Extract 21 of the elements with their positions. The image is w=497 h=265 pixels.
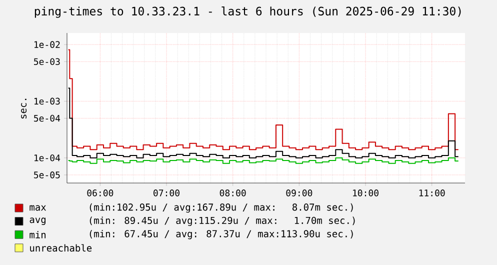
y-tick-label: 1e-02 bbox=[34, 41, 60, 48]
x-tick-label: 11:00 bbox=[419, 190, 445, 196]
legend-label: avg bbox=[30, 218, 46, 225]
y-tick-label: 1e-03 bbox=[34, 98, 60, 105]
y-tick-label: 1e-04 bbox=[34, 154, 60, 162]
x-tick-label: 06:00 bbox=[87, 190, 114, 196]
text: (min: 89.45u / avg:115.29u / max: 1.70m sec.) bbox=[90, 216, 355, 226]
y-tick-label: 5e-03 bbox=[34, 58, 60, 66]
y-axis-title: sec. bbox=[21, 98, 27, 118]
text: (min: 67.45u / avg: 87.37u / max:113.90u sec.) bbox=[90, 230, 353, 240]
x-tick-label: 07:00 bbox=[154, 190, 180, 196]
chart-title: ping-times to 10.33.23.1 - last 6 hours (Sun 2025-06-29 11:30) bbox=[34, 6, 461, 18]
legend-label: unreachable bbox=[30, 244, 92, 252]
x-tick-label: 10:00 bbox=[353, 190, 378, 196]
x-tick-label: 08:00 bbox=[220, 190, 246, 196]
x-tick-label: 09:00 bbox=[286, 190, 312, 196]
legend-label: max bbox=[30, 205, 46, 211]
text: (min:102.95u / avg:167.89u / max: 8.07m sec.) bbox=[90, 203, 353, 213]
y-tick-label: 5e-04 bbox=[34, 114, 60, 122]
y-tick-label: 5e-05 bbox=[34, 172, 60, 178]
legend-label: min bbox=[30, 230, 46, 238]
